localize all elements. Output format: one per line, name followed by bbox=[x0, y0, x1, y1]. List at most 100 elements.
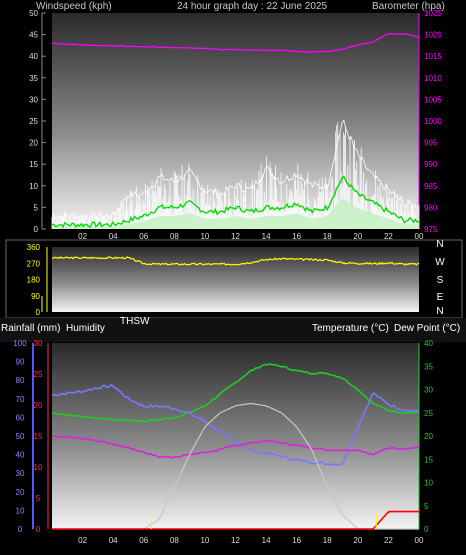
humidity-tick-9: 90 bbox=[16, 358, 25, 367]
barometer-line bbox=[51, 32, 420, 53]
dir-tick-0: 0 bbox=[36, 308, 41, 317]
baro-tick-2: 985 bbox=[424, 182, 438, 191]
humidity-tick-6: 60 bbox=[16, 413, 25, 422]
baro-tick-9: 1020 bbox=[424, 31, 442, 40]
humidity-tick-8: 80 bbox=[16, 376, 25, 385]
rain-tick-4: 20 bbox=[34, 401, 43, 410]
wind-tick-5: 25 bbox=[29, 117, 38, 126]
compass-n-top: N bbox=[436, 239, 443, 250]
temp-tick-7: 35 bbox=[424, 362, 433, 371]
wind-x-tick-4: 10 bbox=[200, 232, 209, 241]
humidity-line bbox=[51, 383, 420, 466]
temp-x-tick-5: 12 bbox=[231, 536, 240, 545]
wind-x-tick-3: 08 bbox=[170, 232, 179, 241]
wind-tick-2: 10 bbox=[29, 182, 38, 191]
dewpoint-line bbox=[52, 435, 420, 459]
wind-tick-8: 40 bbox=[29, 52, 38, 61]
temp-x-tick-6: 14 bbox=[262, 536, 271, 545]
temp-tick-4: 20 bbox=[424, 432, 433, 441]
baro-tick-4: 995 bbox=[424, 139, 438, 148]
humidity-tick-0: 0 bbox=[18, 525, 23, 534]
temp-x-tick-1: 04 bbox=[109, 536, 118, 545]
baro-tick-3: 990 bbox=[424, 160, 438, 169]
windspeed-line bbox=[51, 175, 420, 229]
humidity-axis-title: Humidity bbox=[66, 323, 105, 334]
temp-tick-5: 25 bbox=[424, 409, 433, 418]
wind-x-tick-2: 06 bbox=[139, 232, 148, 241]
wind-x-tick-5: 12 bbox=[231, 232, 240, 241]
chart-marks: 0510152025303540455097598098599099510001… bbox=[13, 9, 442, 545]
wind-direction-line bbox=[51, 256, 420, 266]
dir-tick-2: 180 bbox=[27, 276, 41, 285]
humidity-tick-3: 30 bbox=[16, 469, 25, 478]
temp-tick-1: 5 bbox=[424, 502, 429, 511]
rain-tick-2: 10 bbox=[34, 463, 43, 472]
temp-x-tick-9: 20 bbox=[353, 536, 362, 545]
wind-x-tick-11: 00 bbox=[415, 232, 424, 241]
rain-tick-0: 0 bbox=[36, 525, 41, 534]
temp-tick-8: 40 bbox=[424, 339, 433, 348]
temp-tick-0: 0 bbox=[424, 525, 429, 534]
temperature-line bbox=[51, 362, 420, 423]
humidity-tick-7: 70 bbox=[16, 395, 25, 404]
baro-tick-6: 1005 bbox=[424, 95, 442, 104]
barometer-axis-title: Barometer (hpa) bbox=[372, 1, 445, 12]
rainfall-line bbox=[52, 510, 419, 530]
temp-tick-3: 15 bbox=[424, 455, 433, 464]
humidity-tick-5: 50 bbox=[16, 432, 25, 441]
temp-tick-6: 30 bbox=[424, 386, 433, 395]
humidity-tick-2: 20 bbox=[16, 488, 25, 497]
wind-x-tick-9: 20 bbox=[353, 232, 362, 241]
wind-x-tick-10: 22 bbox=[384, 232, 393, 241]
dir-tick-1: 90 bbox=[31, 292, 40, 301]
temp-tick-2: 10 bbox=[424, 479, 433, 488]
dewpoint-axis-title: Dew Point (°C) bbox=[394, 323, 460, 334]
baro-tick-10: 1025 bbox=[424, 9, 442, 18]
wind-tick-3: 15 bbox=[29, 160, 38, 169]
middle-header-band bbox=[0, 318, 466, 342]
baro-tick-1: 980 bbox=[424, 203, 438, 212]
wind-avg-area bbox=[52, 198, 419, 229]
chart-title: 24 hour graph day : 22 June 2025 bbox=[177, 1, 328, 12]
rain-tick-5: 25 bbox=[34, 370, 43, 379]
dir-tick-4: 360 bbox=[27, 243, 41, 252]
compass-n-bottom: N bbox=[436, 306, 443, 317]
temp-x-tick-3: 08 bbox=[170, 536, 179, 545]
wind-x-tick-8: 18 bbox=[323, 232, 332, 241]
temp-x-tick-4: 10 bbox=[200, 536, 209, 545]
direction-panel-bg bbox=[52, 247, 419, 312]
temp-x-tick-8: 18 bbox=[323, 536, 332, 545]
wind-x-tick-0: 02 bbox=[78, 232, 87, 241]
humidity-tick-4: 40 bbox=[16, 451, 25, 460]
temp-x-tick-10: 22 bbox=[384, 536, 393, 545]
baro-tick-5: 1000 bbox=[424, 117, 442, 126]
rainfall-axis-title: Rainfall (mm) bbox=[1, 323, 60, 334]
rain-tick-6: 30 bbox=[34, 339, 43, 348]
dir-tick-3: 270 bbox=[27, 259, 41, 268]
baro-tick-0: 975 bbox=[424, 225, 438, 234]
rain-tick-1: 5 bbox=[36, 494, 41, 503]
rain-tick-3: 15 bbox=[34, 432, 43, 441]
windspeed-axis-title: Windspeed (kph) bbox=[36, 1, 112, 12]
gust-line bbox=[51, 119, 420, 221]
compass-s: S bbox=[437, 275, 444, 286]
baro-tick-8: 1015 bbox=[424, 52, 442, 61]
temp-x-tick-0: 02 bbox=[78, 536, 87, 545]
thsw-label: THSW bbox=[120, 316, 150, 327]
humidity-tick-1: 10 bbox=[16, 506, 25, 515]
wind-tick-4: 20 bbox=[29, 139, 38, 148]
baro-tick-7: 1010 bbox=[424, 74, 442, 83]
wind-x-tick-1: 04 bbox=[109, 232, 118, 241]
wind-tick-9: 45 bbox=[29, 31, 38, 40]
wind-tick-0: 0 bbox=[34, 225, 39, 234]
compass-e: E bbox=[437, 292, 444, 303]
wind-tick-1: 5 bbox=[34, 203, 39, 212]
wind-tick-6: 30 bbox=[29, 95, 38, 104]
temperature-panel-bg bbox=[52, 343, 419, 529]
temp-x-tick-11: 00 bbox=[415, 536, 424, 545]
temperature-axis-title: Temperature (°C) bbox=[312, 323, 389, 334]
temp-x-tick-7: 16 bbox=[292, 536, 301, 545]
compass-w: W bbox=[435, 257, 445, 268]
wind-x-tick-7: 16 bbox=[292, 232, 301, 241]
